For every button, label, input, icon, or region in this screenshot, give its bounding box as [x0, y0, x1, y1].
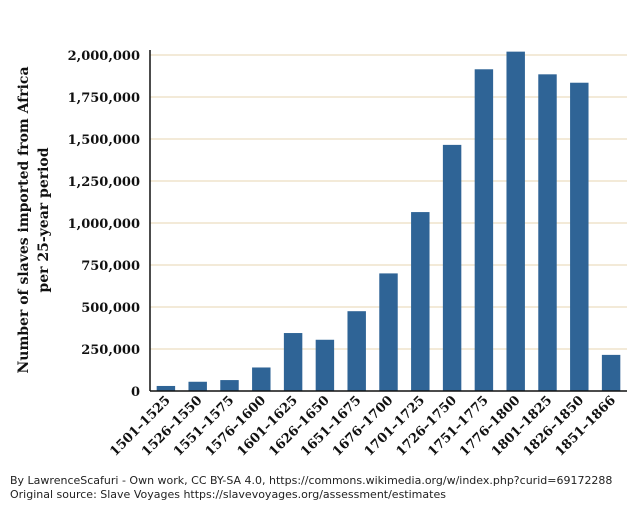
bar	[474, 69, 494, 391]
bar	[411, 212, 430, 391]
x-tick-labels: 1501–15251526–15501551–15751576–16001601…	[107, 393, 619, 459]
y-tick-label: 250,000	[81, 343, 140, 358]
bar	[315, 339, 335, 391]
bar	[188, 381, 207, 391]
bar	[156, 385, 176, 391]
bar	[379, 273, 398, 391]
bar	[283, 333, 303, 391]
bar	[220, 380, 239, 391]
y-axis-label-line-1: Number of slaves imported from Africa	[16, 66, 32, 373]
bar	[506, 51, 525, 391]
bar	[347, 311, 366, 391]
y-tick-label: 2,000,000	[68, 49, 140, 64]
grid-lines	[150, 54, 627, 350]
y-tick-label: 1,000,000	[68, 217, 140, 232]
y-tick-label: 1,500,000	[68, 133, 140, 148]
bar	[538, 74, 557, 391]
y-tick-labels: 0 250,000 500,000 750,000 1,000,000 1,250,000…	[68, 49, 140, 400]
bar-chart: 0 250,000 500,000 750,000 1,000,000 1,250,000…	[16, 49, 627, 460]
bar	[601, 354, 621, 391]
bar	[252, 367, 271, 391]
credit-line: By LawrenceScafuri - Own work, CC BY-SA …	[10, 474, 613, 487]
y-tick-label: 1,750,000	[68, 91, 140, 106]
y-axis-label-line-2: per 25-year period	[36, 147, 52, 292]
source-line: Original source: Slave Voyages https://s…	[10, 488, 446, 501]
axes	[149, 50, 627, 392]
y-tick-label: 1,250,000	[68, 175, 140, 190]
bars	[156, 51, 621, 391]
bar	[442, 144, 462, 391]
y-tick-label: 0	[131, 385, 140, 400]
y-tick-label: 750,000	[81, 259, 140, 274]
y-tick-label: 500,000	[81, 301, 140, 316]
bar	[570, 82, 589, 391]
